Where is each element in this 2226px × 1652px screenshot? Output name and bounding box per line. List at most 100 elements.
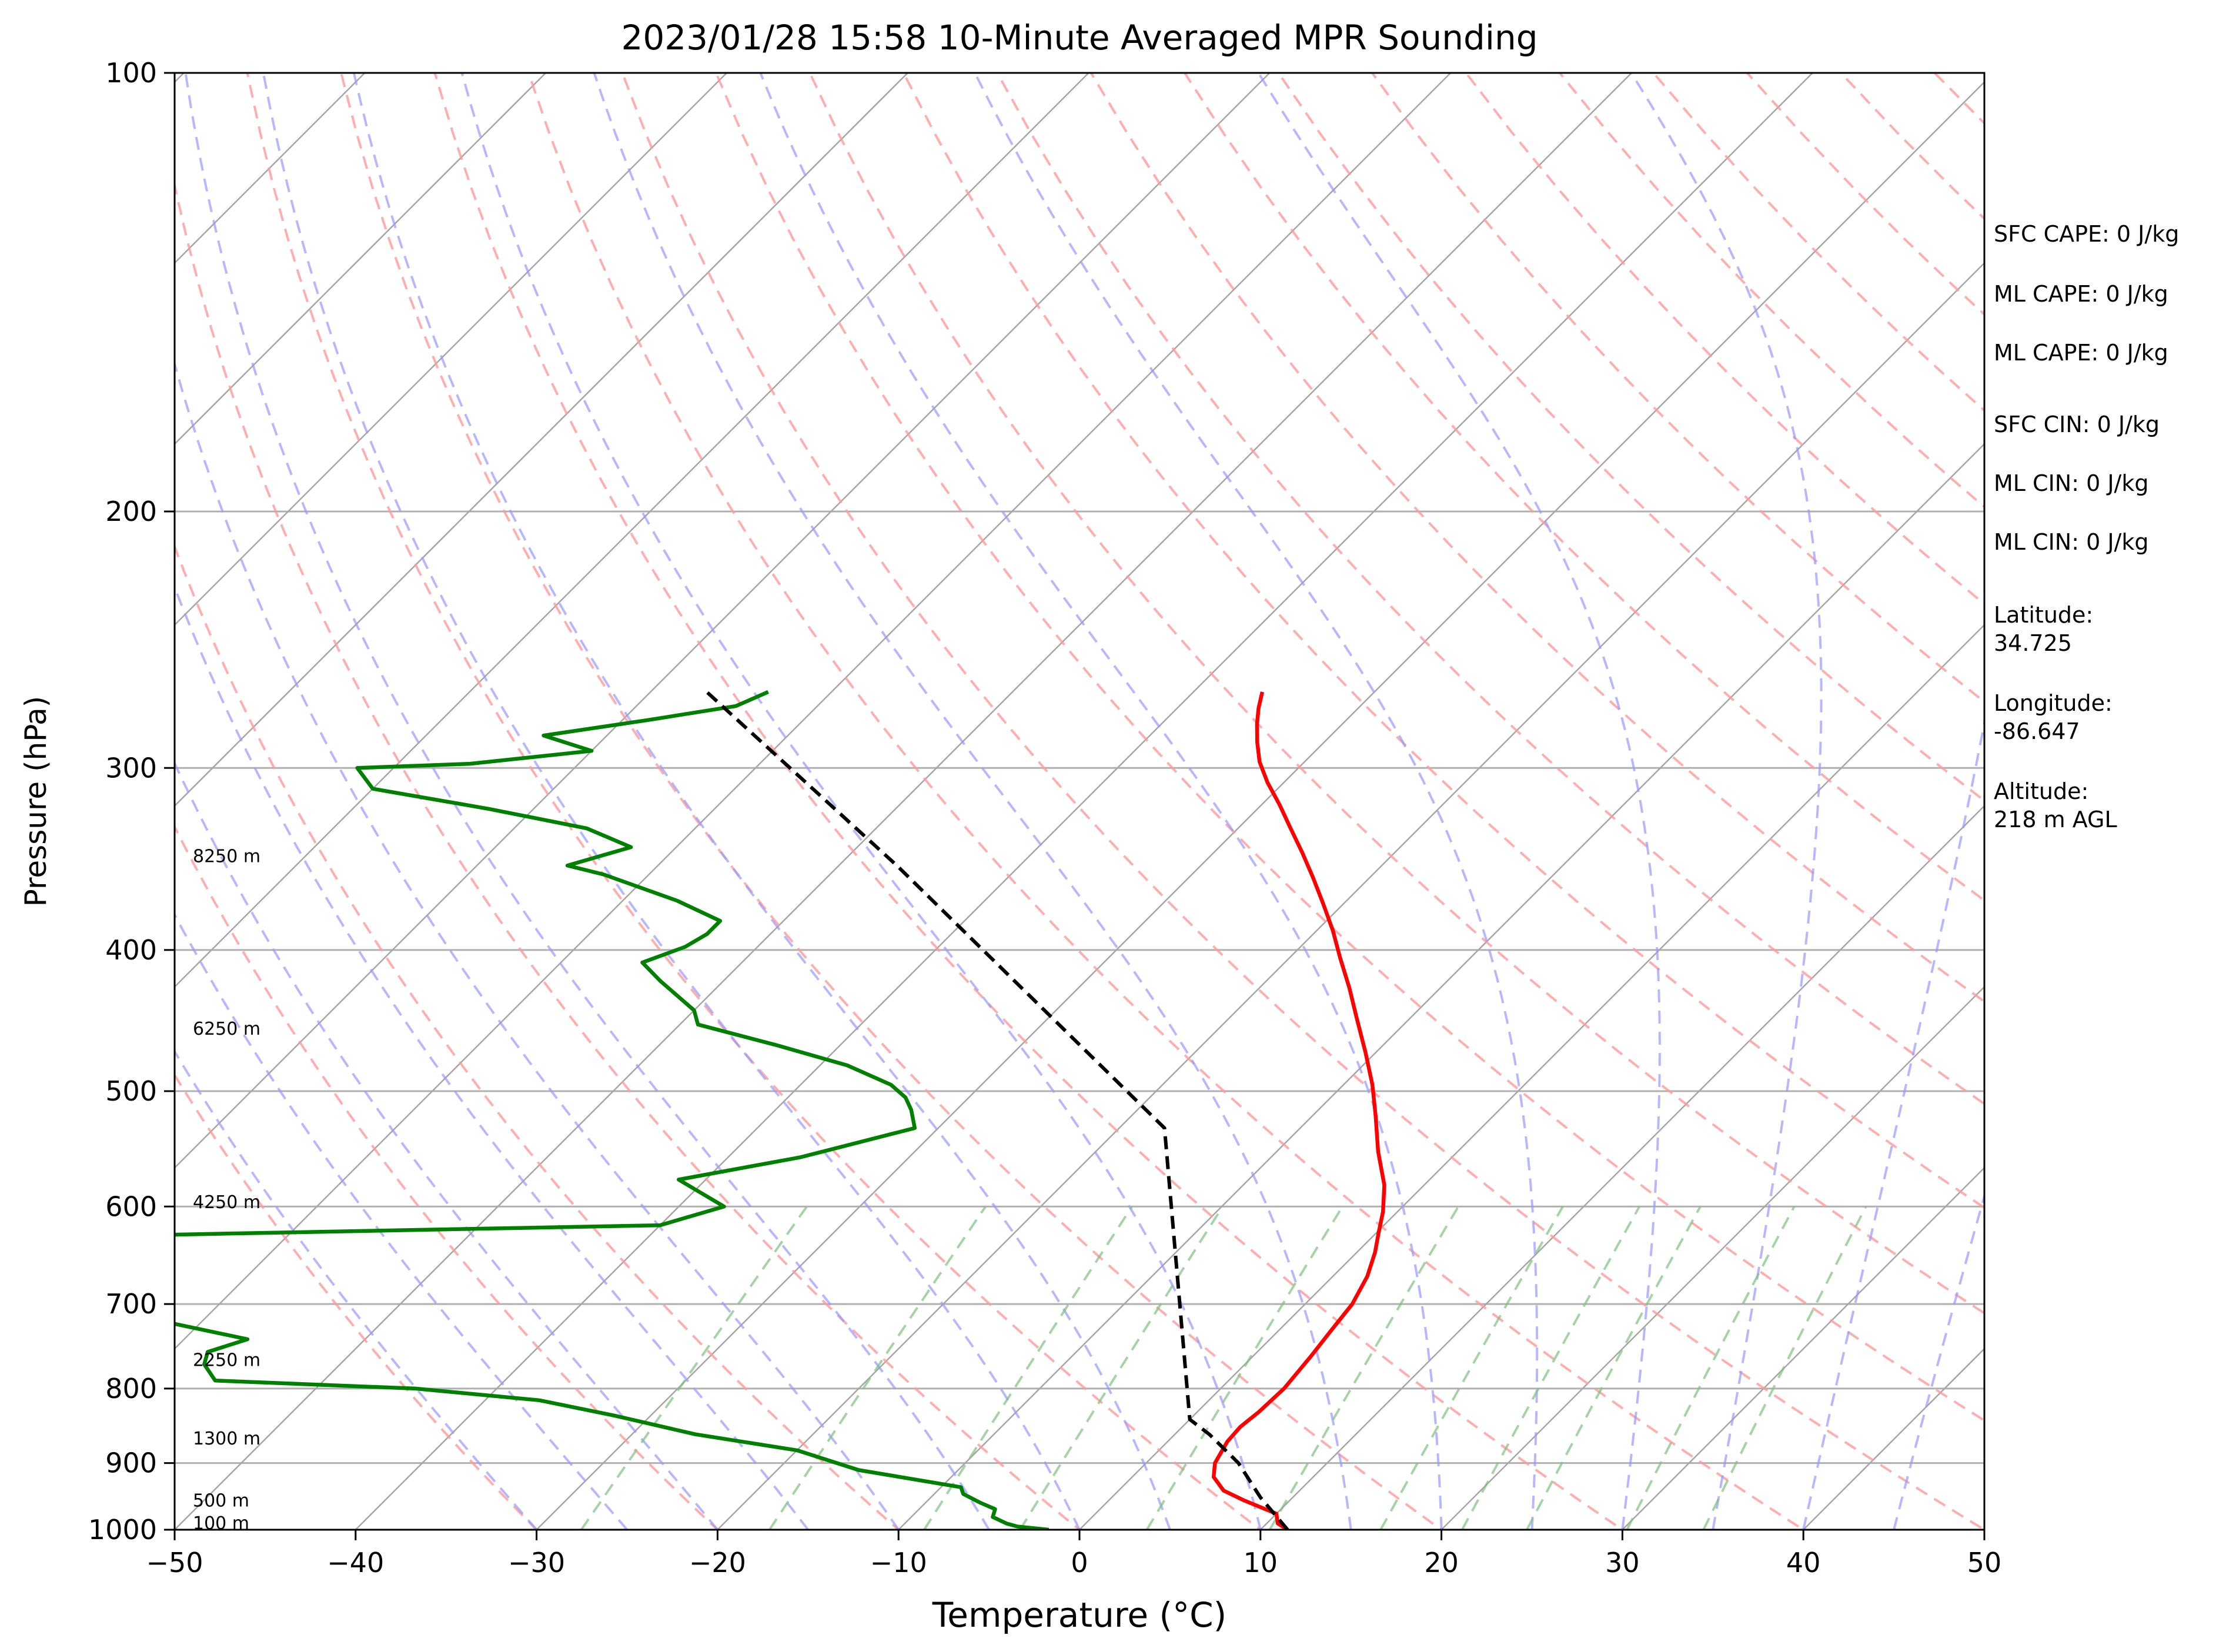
x-tick-label: −20 <box>689 1547 746 1579</box>
isotherm-line <box>175 73 1452 1350</box>
altitude-text: Altitude: 218 m AGL <box>1994 778 2117 832</box>
mixing-ratio-line <box>768 1206 987 1530</box>
height-label: 6250 m <box>193 1019 260 1039</box>
mixing-ratio-line <box>580 1206 808 1530</box>
isotherm-line <box>1078 624 1984 1530</box>
isotherm-line <box>1621 1166 1984 1530</box>
isotherm-line <box>175 73 727 626</box>
y-tick-label: 1000 <box>88 1514 157 1546</box>
moist-adiabat-line <box>175 584 809 1530</box>
dry-adiabat-line <box>621 73 1984 1530</box>
y-tick-label: 900 <box>105 1447 157 1479</box>
dry-adiabat-line <box>808 73 1984 1315</box>
moist-adiabat-line <box>184 73 990 1530</box>
mixing-ratio-line <box>1526 1206 1702 1530</box>
y-tick-label: 500 <box>105 1075 157 1107</box>
moist-adiabat-line <box>175 912 629 1530</box>
y-tick-label: 800 <box>105 1373 157 1404</box>
moist-adiabat-line <box>593 73 1352 1530</box>
series-group <box>175 690 1386 1530</box>
isotherm-line <box>0 73 3 1561</box>
moist-adiabat-line <box>352 73 1171 1530</box>
moist-adiabat-line <box>759 73 1443 1530</box>
mixing-ratio-line <box>1268 1206 1460 1530</box>
y-tick-label: 600 <box>105 1190 157 1222</box>
dry-adiabat-line <box>902 73 1984 1209</box>
sfc-cin-text: SFC CIN: 0 J/kg <box>1994 412 2160 437</box>
x-tick-label: 40 <box>1786 1547 1821 1579</box>
dry-adiabat-line <box>996 73 1984 1106</box>
dry-adiabat-line <box>175 824 720 1530</box>
dry-adiabat-line <box>175 1072 539 1530</box>
mixing-ratio-line <box>923 1206 1134 1530</box>
isotherm-line <box>1440 985 1984 1530</box>
ml-cin-text: ML CIN: 0 J/kg <box>1994 470 2149 496</box>
latitude-text: Latitude: 34.725 <box>1994 602 2094 656</box>
isotherm-line <box>355 73 1813 1530</box>
ml-cape-text: ML CAPE: 0 J/kg <box>1994 281 2168 307</box>
ml-cape-text-2: ML CAPE: 0 J/kg <box>1994 340 2168 366</box>
dry-adiabat-line <box>175 179 1082 1530</box>
height-label: 4250 m <box>193 1192 260 1213</box>
x-tick-label: 30 <box>1605 1547 1640 1579</box>
y-tick-label: 700 <box>105 1288 157 1320</box>
moist-adiabat-line <box>460 73 1262 1530</box>
moist-adiabat-line <box>1893 1192 1984 1530</box>
mixing-ratio-line <box>1145 1206 1344 1530</box>
mixing-ratio-line <box>1461 1206 1641 1530</box>
dry-adiabat-line <box>433 73 1625 1530</box>
moist-adiabat-line <box>1630 73 1823 1530</box>
isotherm-line <box>175 73 547 445</box>
moist-adiabat-line <box>175 1049 538 1530</box>
moist-adiabat-line <box>175 760 718 1530</box>
mixing-ratio-line <box>1379 1206 1564 1530</box>
dry-adiabat-line <box>1089 73 1984 1003</box>
y-axis-ticks: 100 200 300 400 500 600 700 800 900 1000 <box>88 57 175 1546</box>
isotherm-line <box>175 73 1089 988</box>
x-tick-label: −50 <box>146 1547 203 1579</box>
mixing-ratio-line <box>1626 1206 1796 1530</box>
x-tick-label: 50 <box>1967 1547 2002 1579</box>
x-tick-label: 0 <box>1071 1547 1088 1579</box>
dewpoint-profile-line <box>175 690 1050 1530</box>
isotherm-line <box>175 73 366 265</box>
height-label: 1300 m <box>193 1429 260 1449</box>
moist-adiabat-line <box>1257 73 1661 1530</box>
dry-adiabat-line <box>527 73 1806 1530</box>
moist-adiabat-line <box>262 73 1081 1530</box>
longitude-text: Longitude: -86.647 <box>1994 690 2113 744</box>
dry-adiabat-line <box>175 543 901 1530</box>
mixing-ratio-line <box>1702 1206 1867 1530</box>
isotherm-line <box>716 262 1984 1530</box>
dry-adiabat-line <box>246 73 1263 1530</box>
isotherm-line <box>535 81 1984 1530</box>
mixing-ratio-line <box>1019 1206 1224 1530</box>
dry-adiabat-line <box>1277 73 1984 802</box>
x-axis-ticks: −50 −40 −30 −20 −10 0 10 20 30 40 50 <box>146 1530 2001 1579</box>
parcel-profile-line <box>705 690 1289 1530</box>
x-tick-label: −10 <box>870 1547 927 1579</box>
x-axis-label: Temperature (°C) <box>932 1595 1227 1635</box>
y-tick-label: 400 <box>105 934 157 966</box>
height-label: 8250 m <box>193 847 260 867</box>
chart-title: 2023/01/28 15:58 10-Minute Averaged MPR … <box>621 18 1538 58</box>
moist-adiabat-line <box>1802 717 1984 1530</box>
temperature-profile-line <box>1211 691 1386 1530</box>
moist-adiabat-line <box>175 360 900 1530</box>
x-tick-label: −30 <box>508 1547 565 1579</box>
x-tick-label: 10 <box>1244 1547 1278 1579</box>
isotherm-line <box>175 73 908 807</box>
y-tick-label: 100 <box>105 57 157 89</box>
y-tick-label: 200 <box>105 496 157 527</box>
ml-cin-text-2: ML CIN: 0 J/kg <box>1994 529 2149 555</box>
y-axis-label: Pressure (hPa) <box>19 696 53 907</box>
x-tick-label: −40 <box>327 1547 384 1579</box>
height-label: 2250 m <box>193 1350 260 1371</box>
height-label: 500 m <box>193 1490 249 1511</box>
x-tick-label: 20 <box>1424 1547 1459 1579</box>
moist-adiabat-line <box>974 73 1539 1530</box>
y-tick-label: 300 <box>105 752 157 784</box>
isotherm-line <box>1259 805 1984 1530</box>
